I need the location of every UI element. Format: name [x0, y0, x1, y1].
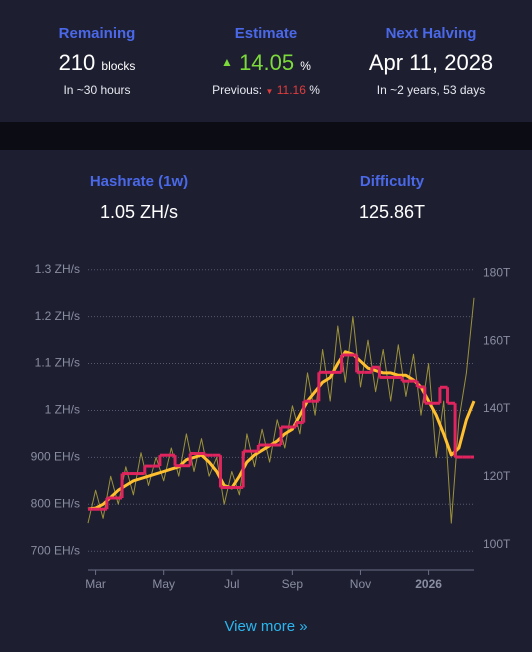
number: 210	[58, 50, 96, 75]
y2-tick-label: 140T	[483, 401, 511, 415]
number: 11.16	[276, 83, 306, 97]
sub: Previous: ▼ 11.16 %	[212, 83, 320, 97]
difficulty: Difficulty 125.86T	[359, 173, 425, 223]
x-tick-label: Nov	[350, 577, 371, 591]
value: ▲ 14.05 %	[221, 50, 311, 75]
unit: blocks	[101, 59, 136, 73]
x-tick-label: May	[152, 577, 175, 591]
sub: In ~2 years, 53 days	[376, 83, 486, 97]
y-tick-label: 1.2 ZH/s	[35, 309, 80, 323]
unit: %	[300, 59, 311, 73]
unit: %	[309, 83, 320, 97]
y-tick-label: 700 EH/s	[31, 543, 80, 557]
title: Next Halving	[385, 25, 477, 42]
title: Difficulty	[359, 173, 425, 190]
value: Apr 11, 2028	[368, 50, 494, 75]
difficulty-card: Remaining 210 blocks In ~30 hours Estima…	[0, 0, 532, 122]
x-tick-label: Sep	[282, 577, 304, 591]
y2-tick-label: 160T	[483, 333, 511, 347]
y2-tick-label: 120T	[483, 469, 511, 483]
title: Estimate	[234, 25, 298, 42]
title: Remaining	[58, 25, 136, 42]
y-tick-label: 900 EH/s	[31, 450, 80, 464]
x-tick-label: Jul	[224, 577, 239, 591]
label: Previous:	[212, 83, 263, 97]
view-more-link[interactable]: View more »	[224, 618, 308, 635]
y-tick-label: 1.1 ZH/s	[35, 356, 80, 370]
y-tick-label: 800 EH/s	[31, 496, 80, 510]
y2-tick-label: 100T	[483, 537, 511, 551]
estimate: Estimate ▲ 14.05 % Previous: ▼ 11.16 %	[212, 25, 320, 97]
title: Hashrate (1w)	[89, 173, 189, 190]
y-tick-label: 1 ZH/s	[45, 403, 80, 417]
x-tick-label: 2026	[415, 577, 442, 591]
value: 1.05 ZH/s	[99, 202, 179, 222]
sub: In ~30 hours	[63, 83, 131, 97]
y-tick-label: 1.3 ZH/s	[35, 262, 80, 276]
hashrate: Hashrate (1w) 1.05 ZH/s	[90, 173, 188, 223]
x-tick-label: Mar	[85, 577, 106, 591]
value: 125.86T	[358, 202, 426, 222]
value: 210 blocks	[59, 50, 136, 76]
number: 14.05	[239, 50, 295, 75]
remaining: Remaining 210 blocks In ~30 hours	[59, 25, 136, 97]
y2-tick-label: 180T	[483, 265, 511, 279]
halving: Next Halving Apr 11, 2028 In ~2 years, 5…	[369, 25, 493, 97]
